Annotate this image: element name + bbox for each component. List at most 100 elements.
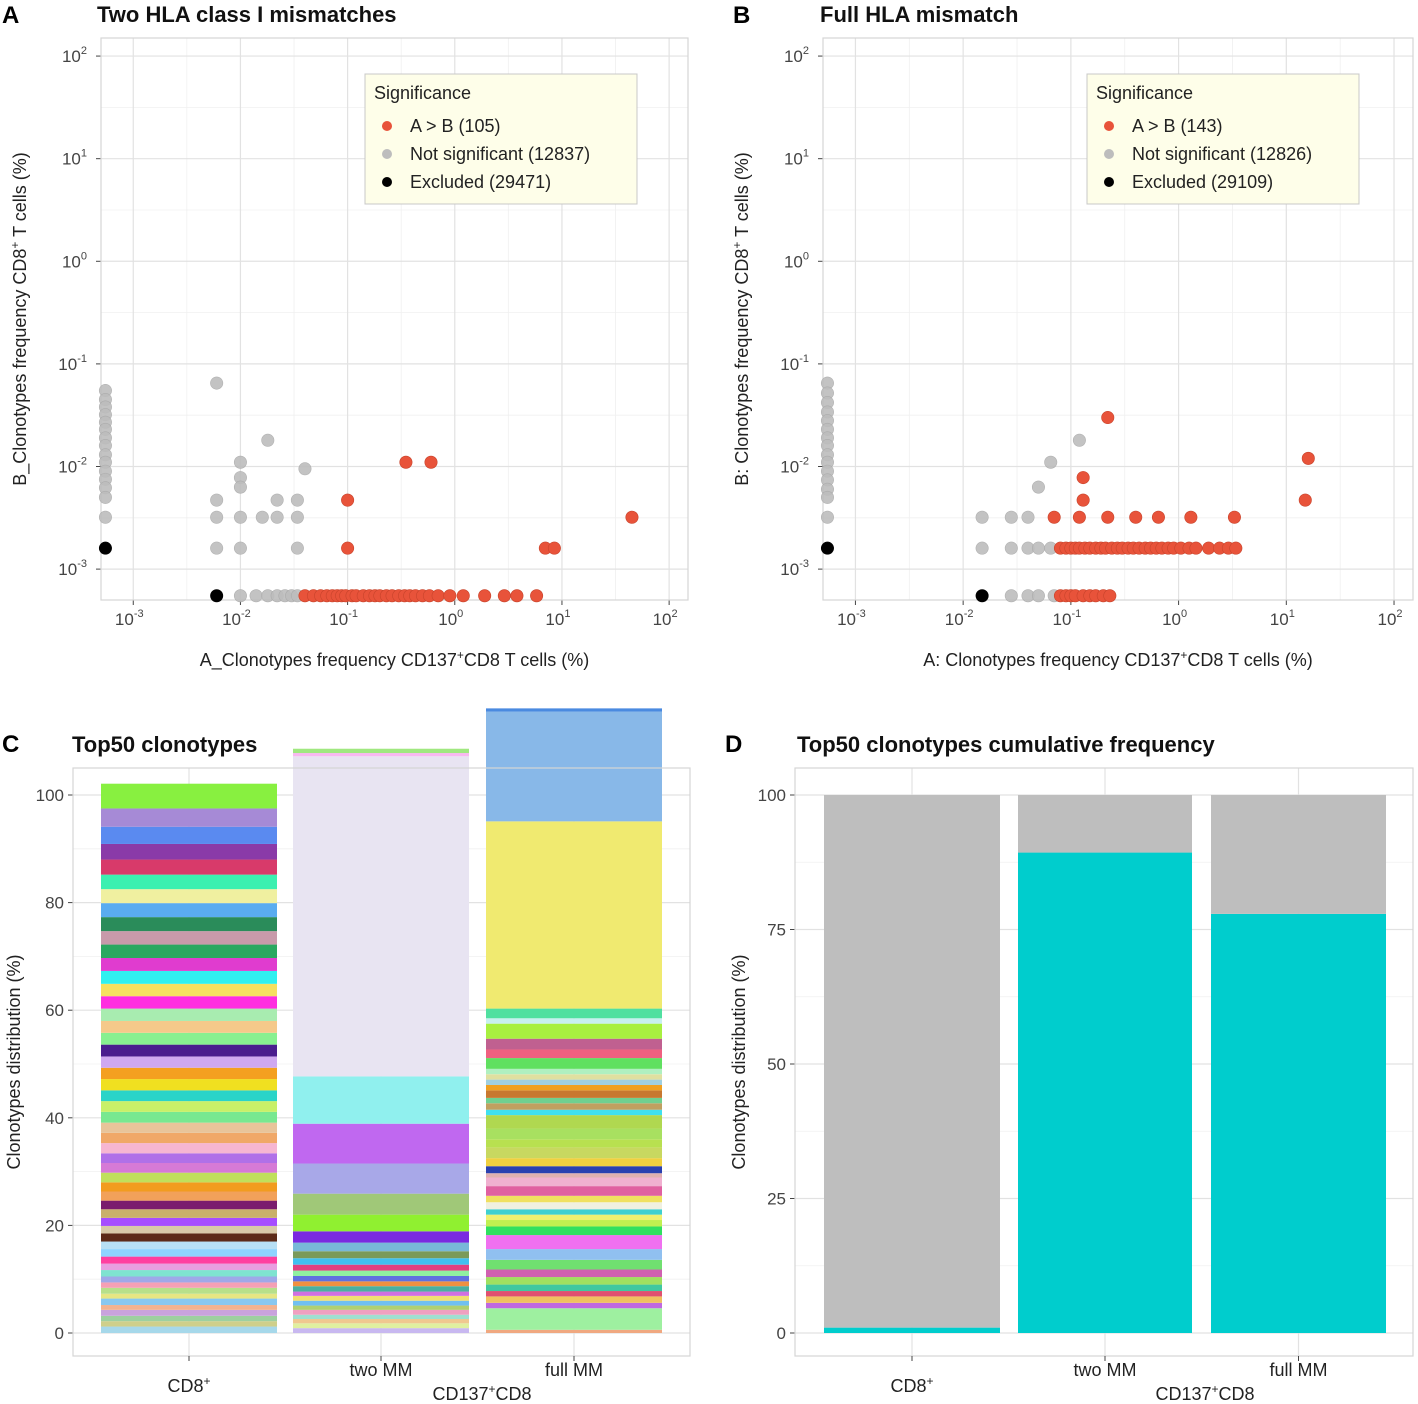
bar-segment	[101, 1172, 277, 1183]
data-point	[1044, 455, 1058, 469]
x-tick-base: 10	[1378, 610, 1397, 629]
bar-segment	[101, 1209, 277, 1218]
bar-segment	[293, 1264, 469, 1271]
y-tick-exp: 1	[81, 148, 87, 160]
bar-segment	[486, 1139, 662, 1148]
x-category-label: full MM	[1270, 1360, 1328, 1380]
data-point	[270, 510, 284, 524]
y-tick-base: 10	[784, 252, 803, 271]
x-axis-label-sup: +	[457, 648, 464, 662]
x-category-label: two MM	[350, 1360, 413, 1380]
data-point	[98, 490, 112, 504]
x-category-label: two MM	[1074, 1360, 1137, 1380]
y-axis-label: B_Clonotypes frequency CD8+ T cells (%)	[8, 152, 31, 486]
bar-segment	[293, 1300, 469, 1306]
data-point	[1021, 510, 1035, 524]
bar-segment	[101, 903, 277, 918]
data-point	[1072, 510, 1086, 524]
bar-segment	[486, 1084, 662, 1091]
y-tick-label: 80	[45, 894, 64, 913]
data-point	[341, 541, 355, 555]
bar-segment	[293, 748, 469, 754]
legend-title: Significance	[374, 83, 471, 103]
data-point	[233, 541, 247, 555]
legend-item-label: Not significant (12826)	[1132, 144, 1312, 164]
x-tick-base: 10	[1053, 610, 1072, 629]
x-category-label-pre: CD8	[167, 1376, 203, 1396]
x-tick-exp: 1	[1289, 608, 1295, 620]
x-category-label-pre: two MM	[1074, 1360, 1137, 1380]
y-tick-exp: 1	[803, 148, 809, 160]
y-tick-label: 102	[784, 45, 809, 66]
y-tick-label: 101	[784, 148, 809, 169]
data-point	[1031, 541, 1045, 555]
bar-segment	[101, 1191, 277, 1201]
data-point	[1103, 589, 1117, 603]
x-group-label-sup: +	[489, 1382, 496, 1396]
bar-segment	[293, 1323, 469, 1329]
x-category-label-pre: CD8	[890, 1376, 926, 1396]
panel-c-title: Top50 clonotypes	[72, 732, 257, 757]
bar-segment	[824, 1327, 1000, 1333]
x-axis-label-sup: +	[1180, 648, 1187, 662]
bar-segment	[486, 1090, 662, 1098]
bar-segment	[293, 1286, 469, 1292]
bar-segment	[101, 843, 277, 860]
bar-segment	[293, 1270, 469, 1276]
bar-segment	[486, 708, 662, 712]
bar-segment	[486, 1079, 662, 1085]
y-tick-base: 10	[784, 47, 803, 66]
data-point	[497, 589, 511, 603]
data-point	[98, 510, 112, 524]
data-point	[298, 462, 312, 476]
legend-item-label: Excluded (29471)	[410, 172, 551, 192]
x-tick-label: 10-3	[837, 608, 866, 629]
plot-frame	[794, 767, 1414, 1357]
y-tick-label: 10-2	[58, 456, 87, 477]
bar-segment	[101, 1287, 277, 1294]
bar-segment	[486, 1291, 662, 1297]
data-point	[530, 589, 544, 603]
x-tick-base: 10	[1270, 610, 1289, 629]
data-point	[1047, 510, 1061, 524]
x-category-label-pre: full MM	[545, 1360, 603, 1380]
bar-segment	[486, 1023, 662, 1039]
y-tick-label: 75	[767, 921, 786, 940]
panel-letter-c: C	[2, 731, 19, 758]
bar-segment	[486, 1018, 662, 1024]
y-tick-label: 100	[36, 786, 64, 805]
x-axis-label: A: Clonotypes frequency CD137+CD8 T cell…	[923, 648, 1313, 670]
data-point	[1184, 510, 1198, 524]
bar-segment	[101, 826, 277, 844]
bar-segment	[101, 1020, 277, 1033]
bar-segment	[486, 821, 662, 1009]
bar-segment	[101, 1008, 277, 1021]
bar-segment	[486, 1058, 662, 1069]
data-point	[820, 541, 834, 555]
bar-segment	[293, 1305, 469, 1310]
legend-box	[364, 73, 638, 205]
bar-segment	[101, 917, 277, 932]
data-point	[98, 541, 112, 555]
x-tick-exp: -3	[134, 608, 144, 620]
bar-segment	[101, 958, 277, 971]
y-tick-exp: 0	[81, 250, 87, 262]
x-tick-base: 10	[329, 610, 348, 629]
bar-segment	[486, 1115, 662, 1129]
y-tick-exp: -1	[77, 353, 87, 365]
bar-segment	[1211, 795, 1386, 914]
bar-segment	[101, 1056, 277, 1068]
data-point	[210, 510, 224, 524]
data-point	[210, 493, 224, 507]
legend-key-dot	[382, 177, 392, 187]
x-group-label-pre: CD137	[1155, 1384, 1211, 1404]
bar-segment	[486, 1173, 662, 1178]
y-tick-base: 10	[62, 252, 81, 271]
x-group-label-pre: CD137	[432, 1384, 488, 1404]
bar-segment	[293, 1231, 469, 1243]
y-tick-label: 10-1	[58, 353, 87, 374]
legend-item-label: A > B (105)	[410, 116, 501, 136]
bar-segment	[293, 1251, 469, 1259]
